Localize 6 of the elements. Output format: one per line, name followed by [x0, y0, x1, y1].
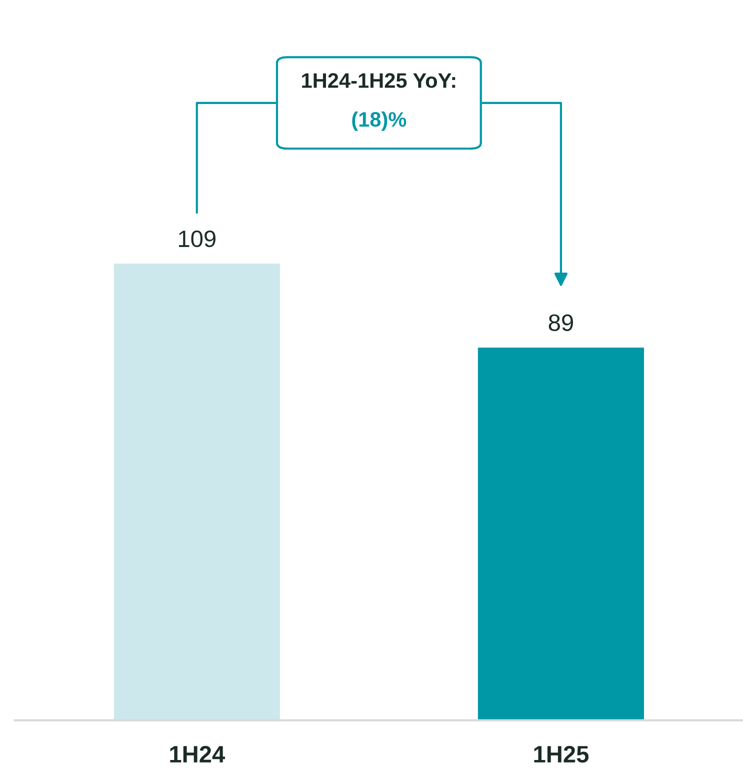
- text: (18)%: [352, 111, 406, 131]
- text: 1H24-1H25 YoY:: [302, 73, 456, 88]
- x-tick-label: 1H25: [534, 746, 589, 763]
- data-label: 89: [548, 314, 573, 332]
- x-tick-label: 1H24: [170, 746, 225, 762]
- data-label: 109: [179, 230, 216, 248]
